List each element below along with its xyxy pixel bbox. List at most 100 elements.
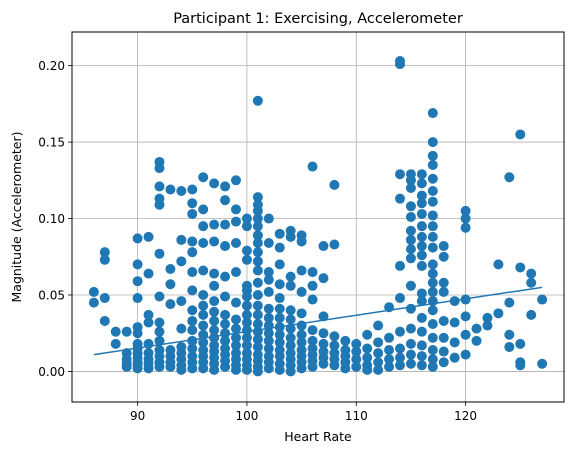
data-point (263, 328, 274, 339)
data-point (99, 293, 110, 304)
data-point (427, 160, 438, 171)
data-point (438, 277, 449, 288)
data-point (252, 95, 263, 106)
data-point (416, 231, 427, 242)
data-point (395, 293, 405, 304)
data-point (340, 363, 351, 374)
data-point (198, 337, 209, 348)
data-point (395, 360, 405, 371)
data-point (220, 241, 231, 252)
data-point (438, 332, 449, 343)
data-point (209, 268, 220, 279)
data-point (504, 341, 515, 352)
data-point (329, 179, 340, 190)
data-point (318, 358, 329, 369)
data-point (132, 259, 143, 270)
data-point (427, 305, 438, 316)
data-point (274, 364, 285, 375)
data-point (241, 213, 252, 224)
data-point (154, 335, 165, 346)
data-point (220, 181, 231, 192)
data-point (263, 343, 274, 354)
data-point (416, 178, 427, 189)
data-point (154, 248, 165, 259)
data-point (274, 279, 285, 290)
data-point (187, 335, 198, 346)
data-point (362, 329, 373, 340)
y-tick-label: 0.05 (38, 288, 65, 302)
data-point (504, 329, 515, 340)
data-point (187, 363, 198, 374)
data-point (176, 186, 187, 197)
data-point (427, 319, 438, 330)
data-point (438, 315, 449, 326)
data-point (395, 193, 405, 204)
data-point (154, 163, 165, 174)
data-point (416, 208, 427, 219)
data-point (231, 314, 241, 325)
data-point (526, 268, 537, 279)
data-point (427, 150, 438, 161)
data-point (220, 195, 231, 206)
data-point (285, 314, 296, 325)
data-point (121, 326, 132, 337)
y-axis: 0.00 0.05 0.10 0.15 0.20 (38, 59, 72, 379)
data-point (416, 326, 427, 337)
x-axis-label: Heart Rate (284, 429, 352, 444)
data-point (187, 184, 198, 195)
data-point (241, 340, 252, 351)
data-point (220, 361, 231, 372)
data-point (438, 346, 449, 357)
data-point (493, 308, 504, 319)
data-point (165, 279, 176, 290)
data-point (252, 341, 263, 352)
data-point (427, 361, 438, 372)
data-point (198, 221, 209, 232)
data-point (241, 300, 252, 311)
data-point (427, 173, 438, 184)
data-point (384, 332, 395, 343)
x-tick-label: 100 (235, 409, 258, 423)
data-point (526, 309, 537, 320)
data-point (88, 297, 99, 308)
data-point (427, 268, 438, 279)
data-point (252, 265, 263, 276)
data-point (143, 268, 154, 279)
data-point (471, 335, 482, 346)
data-point (187, 285, 198, 296)
data-point (427, 242, 438, 253)
data-point (285, 231, 296, 242)
data-points (88, 56, 548, 377)
data-point (515, 129, 526, 140)
data-point (132, 293, 143, 304)
data-point (263, 312, 274, 323)
y-tick-label: 0.15 (38, 136, 65, 150)
data-point (252, 192, 263, 203)
data-point (198, 320, 209, 331)
data-point (252, 237, 263, 248)
data-point (405, 303, 416, 314)
data-point (427, 196, 438, 207)
data-point (252, 366, 263, 377)
data-point (198, 309, 209, 320)
data-point (416, 351, 427, 362)
data-point (307, 161, 318, 172)
data-point (318, 311, 329, 322)
data-point (384, 361, 395, 372)
data-point (405, 212, 416, 222)
data-point (285, 280, 296, 291)
data-point (296, 337, 307, 348)
data-point (252, 247, 263, 258)
data-point (121, 361, 132, 372)
data-point (351, 338, 362, 349)
data-point (416, 260, 427, 271)
data-point (416, 288, 427, 299)
data-point (88, 286, 99, 297)
data-point (241, 221, 252, 232)
data-point (329, 340, 340, 351)
x-axis: 90 100 110 120 (130, 402, 477, 423)
data-point (537, 358, 548, 369)
data-point (176, 296, 187, 307)
data-point (154, 326, 165, 337)
data-point (515, 262, 526, 273)
